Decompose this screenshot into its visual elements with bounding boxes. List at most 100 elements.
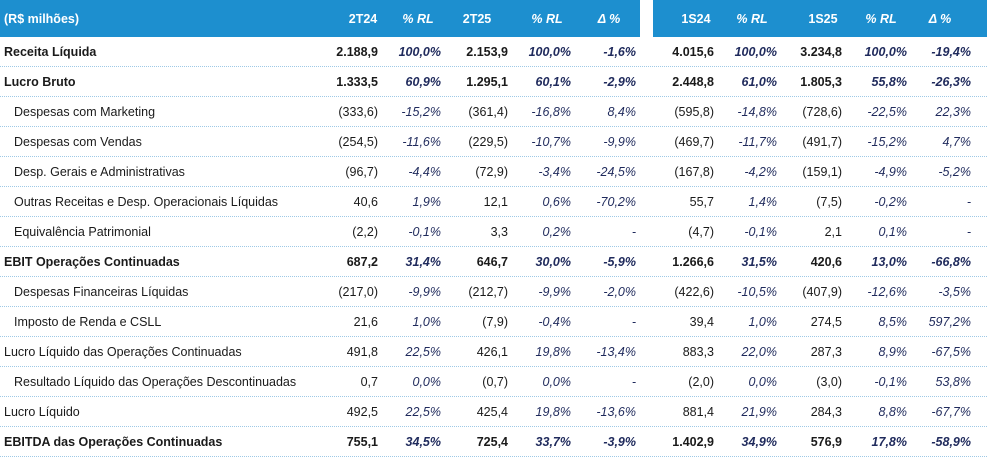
cell-delta-quarter: -3,9% <box>603 434 636 449</box>
cell-delta-quarter: - <box>631 374 636 389</box>
cell-2t24: (217,0) <box>338 284 378 299</box>
cell-1s24: 1.266,6 <box>672 254 714 269</box>
header-col-2t25: 2T25 <box>462 11 492 26</box>
header-band-quarterly <box>0 0 640 37</box>
cell-delta-semester: -26,3% <box>931 74 971 89</box>
cell-1s24: (2,0) <box>688 374 714 389</box>
cell-2t24: (2,2) <box>352 224 378 239</box>
cell-2t24: (333,6) <box>338 104 378 119</box>
table-row: Despesas Financeiras Líquidas (217,0) -9,9… <box>0 277 987 307</box>
table-row: Despesas com Marketing (333,6) -15,2% (361,… <box>0 97 987 127</box>
cell-pct-rl-1s24: 21,9% <box>741 404 777 419</box>
cell-delta-semester: 4,7% <box>942 134 972 149</box>
cell-2t24: (254,5) <box>338 134 378 149</box>
row-label: Lucro Líquido das Operações Continuadas <box>4 344 242 359</box>
cell-1s25: 1.805,3 <box>800 74 842 89</box>
cell-1s25: 287,3 <box>810 344 842 359</box>
cell-delta-quarter: -5,9% <box>603 254 636 269</box>
cell-1s24: 2.448,8 <box>672 74 714 89</box>
cell-2t25: (7,9) <box>482 314 508 329</box>
cell-pct-rl-1s25: 0,1% <box>878 224 908 239</box>
cell-delta-semester: 53,8% <box>935 374 971 389</box>
cell-pct-rl-1s25: -22,5% <box>867 104 907 119</box>
table-row: EBIT Operações Continuadas 687,2 31,4% 646,… <box>0 247 987 277</box>
cell-pct-rl-2t24: -9,9% <box>408 284 441 299</box>
cell-delta-quarter: -2,9% <box>603 74 636 89</box>
cell-1s25: 284,3 <box>810 404 842 419</box>
cell-pct-rl-1s25: 8,9% <box>878 344 908 359</box>
cell-2t24: (96,7) <box>345 164 378 179</box>
table-row: Desp. Gerais e Administrativas (96,7) -4,4… <box>0 157 987 187</box>
table-row: EBITDA das Operações Continuadas 755,1 34,… <box>0 427 987 457</box>
cell-delta-semester: -66,8% <box>931 254 971 269</box>
cell-2t25: 725,4 <box>476 434 508 449</box>
cell-2t25: 1.295,1 <box>466 74 508 89</box>
cell-pct-rl-1s24: 0,0% <box>748 374 778 389</box>
table-row: Receita Líquida 2.188,9 100,0% 2.153,9 100,0… <box>0 37 987 67</box>
cell-pct-rl-1s25: -0,2% <box>874 194 907 209</box>
header-col-delta-semester: Δ % <box>928 11 952 26</box>
cell-pct-rl-2t25: 0,0% <box>542 374 572 389</box>
cell-pct-rl-1s24: 61,0% <box>741 74 777 89</box>
cell-pct-rl-1s25: -0,1% <box>874 374 907 389</box>
cell-2t25: (212,7) <box>468 284 508 299</box>
cell-pct-rl-1s24: -10,5% <box>737 284 777 299</box>
table-row: Lucro Bruto 1.333,5 60,9% 1.295,1 60,1% -2,9%… <box>0 67 987 97</box>
cell-2t25: 426,1 <box>476 344 508 359</box>
row-label: Outras Receitas e Desp. Operacionais Líq… <box>14 194 279 209</box>
cell-1s24: (469,7) <box>674 134 714 149</box>
cell-2t24: 40,6 <box>353 194 378 209</box>
cell-1s25: (728,6) <box>802 104 842 119</box>
cell-pct-rl-1s25: -12,6% <box>867 284 907 299</box>
cell-2t24: 0,7 <box>360 374 378 389</box>
cell-pct-rl-2t25: 19,8% <box>535 344 571 359</box>
cell-1s25: (7,5) <box>816 194 842 209</box>
cell-pct-rl-2t25: 30,0% <box>535 254 571 269</box>
cell-1s24: (4,7) <box>688 224 714 239</box>
cell-pct-rl-2t24: -15,2% <box>401 104 441 119</box>
cell-pct-rl-2t25: -10,7% <box>531 134 571 149</box>
cell-2t25: 425,4 <box>476 404 508 419</box>
cell-pct-rl-2t24: 100,0% <box>398 44 441 59</box>
cell-delta-semester: -67,7% <box>931 404 971 419</box>
cell-pct-rl-1s24: 1,4% <box>748 194 778 209</box>
cell-1s25: (159,1) <box>802 164 842 179</box>
row-label: EBITDA das Operações Continuadas <box>4 434 223 449</box>
row-label: Lucro Bruto <box>4 74 76 89</box>
header-col-delta-quarter: Δ % <box>597 11 621 26</box>
header-col-2t24: 2T24 <box>348 11 378 26</box>
cell-2t25: 12,1 <box>483 194 508 209</box>
cell-pct-rl-1s25: 8,8% <box>878 404 908 419</box>
cell-2t25: (72,9) <box>475 164 508 179</box>
table-row: Despesas com Vendas (254,5) -11,6% (229,5) -… <box>0 127 987 157</box>
cell-1s25: (407,9) <box>802 284 842 299</box>
table-row: Outras Receitas e Desp. Operacionais Líq… <box>0 187 987 217</box>
header-label: (R$ milhões) <box>4 11 80 26</box>
cell-delta-semester: -5,2% <box>938 164 971 179</box>
cell-pct-rl-2t24: 1,0% <box>412 314 442 329</box>
cell-2t25: 2.153,9 <box>466 44 508 59</box>
row-label: Desp. Gerais e Administrativas <box>14 164 185 179</box>
cell-pct-rl-2t24: 34,5% <box>405 434 441 449</box>
table-row: Resultado Líquido das Operações Desconti… <box>0 367 987 397</box>
cell-delta-semester: -58,9% <box>931 434 971 449</box>
header-col-pct-rl-1s24: % RL <box>736 11 768 26</box>
cell-delta-quarter: -24,5% <box>596 164 636 179</box>
cell-1s24: 55,7 <box>689 194 714 209</box>
cell-pct-rl-1s24: 100,0% <box>734 44 777 59</box>
cell-1s24: 4.015,6 <box>672 44 714 59</box>
cell-pct-rl-2t25: -0,4% <box>538 314 571 329</box>
cell-pct-rl-2t25: -9,9% <box>538 284 571 299</box>
cell-pct-rl-1s25: 100,0% <box>864 44 907 59</box>
cell-delta-quarter: -13,4% <box>596 344 636 359</box>
cell-pct-rl-2t25: 33,7% <box>535 434 571 449</box>
table-header: (R$ milhões) 2T24 % RL 2T25 % RL Δ % 1S24 % RL… <box>0 0 987 37</box>
cell-1s25: 420,6 <box>810 254 842 269</box>
cell-pct-rl-2t24: 60,9% <box>405 74 441 89</box>
row-label: Despesas com Vendas <box>14 134 142 149</box>
cell-1s25: 576,9 <box>810 434 842 449</box>
cell-1s24: (595,8) <box>674 104 714 119</box>
header-col-1s24: 1S24 <box>681 11 711 26</box>
cell-1s24: 1.402,9 <box>672 434 714 449</box>
header-col-1s25: 1S25 <box>808 11 838 26</box>
